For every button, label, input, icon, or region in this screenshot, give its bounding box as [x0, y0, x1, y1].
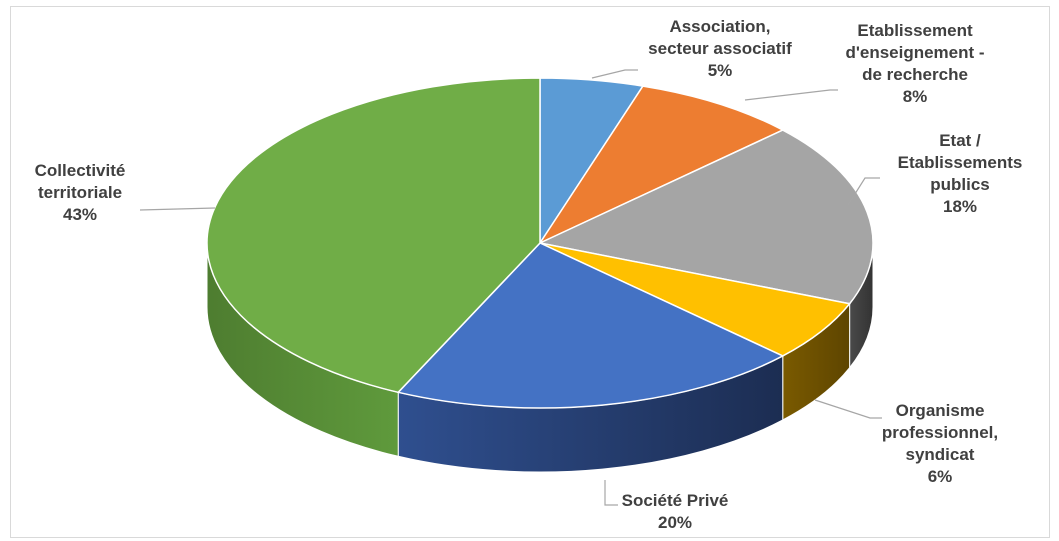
- label-organisme-pct: 6%: [927, 467, 953, 486]
- leader-line-collectivite: [139, 207, 216, 211]
- label-enseignement-pct: 8%: [902, 87, 928, 106]
- label-enseignement-line3: de recherche: [862, 65, 968, 84]
- label-enseignement-line1: Etablissement: [857, 21, 973, 40]
- label-enseignement: Etablissement d'enseignement - de recher…: [825, 20, 1005, 108]
- label-organisme: Organisme professionnel, syndicat 6%: [860, 400, 1020, 488]
- label-etat-line2: Etablissements: [897, 153, 1023, 172]
- label-collectivite: Collectivité territoriale 43%: [20, 160, 140, 226]
- label-collectivite-line2: territoriale: [37, 183, 123, 202]
- leader-line-enseignement: [744, 89, 838, 101]
- label-collectivite-line1: Collectivité: [34, 161, 126, 180]
- label-societe-pct: 20%: [657, 513, 693, 532]
- slice-collectivite: [206, 77, 541, 394]
- label-association: Association, secteur associatif 5%: [630, 16, 810, 82]
- label-association-line2: secteur associatif: [648, 39, 792, 58]
- leader-line-association: [591, 69, 638, 79]
- label-etat-line3: publics: [930, 175, 990, 194]
- slice-etat: [537, 129, 874, 305]
- label-etat: Etat / Etablissements publics 18%: [880, 130, 1040, 218]
- label-association-pct: 5%: [707, 61, 733, 80]
- leader-line-organisme: [814, 399, 882, 419]
- label-organisme-line2: professionnel,: [881, 423, 999, 442]
- slice-enseignement: [537, 85, 785, 245]
- slice-organisme: [539, 242, 851, 357]
- label-enseignement-line2: d'enseignement -: [845, 43, 985, 62]
- label-etat-line1: Etat /: [939, 131, 981, 150]
- label-organisme-line1: Organisme: [895, 401, 985, 420]
- label-association-line1: Association,: [669, 17, 771, 36]
- label-collectivite-pct: 43%: [62, 205, 98, 224]
- label-societe-line1: Société Privé: [621, 491, 729, 510]
- label-organisme-line3: syndicat: [905, 445, 975, 464]
- leader-line-etat: [847, 177, 880, 206]
- slice-societe: [396, 242, 785, 409]
- label-etat-pct: 18%: [942, 197, 978, 216]
- leader-line-societe: [604, 480, 618, 506]
- label-societe: Société Privé 20%: [605, 490, 745, 534]
